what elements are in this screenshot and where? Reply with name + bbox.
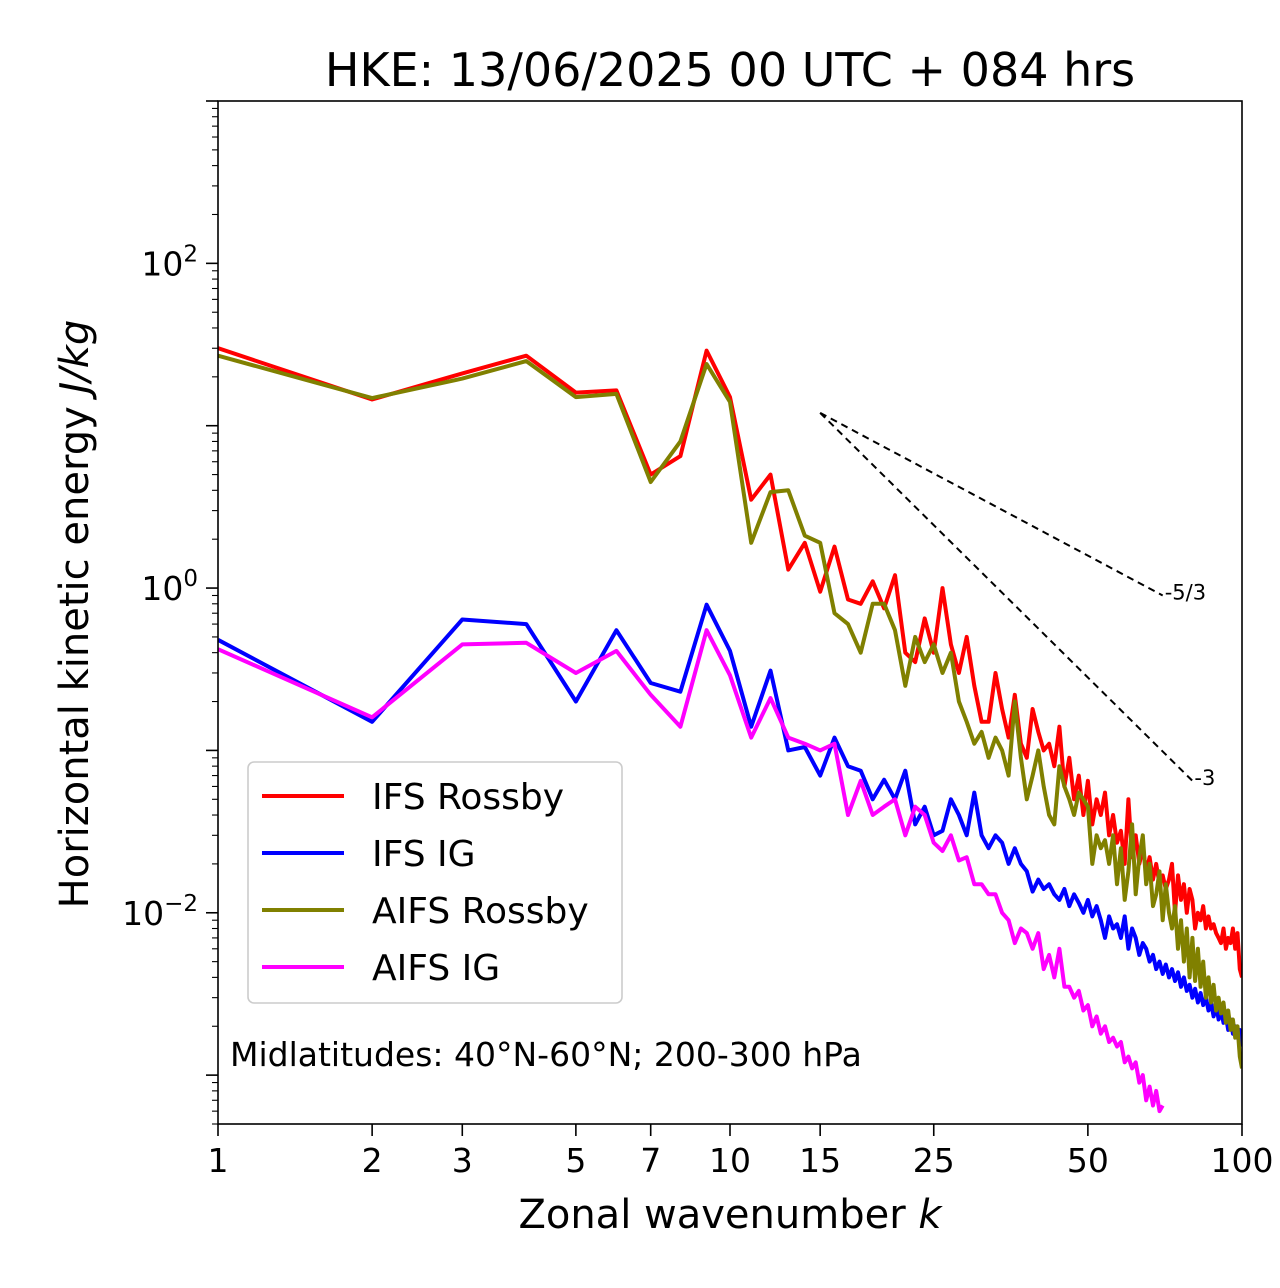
region-annotation: Midlatitudes: 40°N-60°N; 200-300 hPa: [230, 1035, 862, 1074]
slope-label: -3: [1194, 766, 1215, 790]
legend-label: AIFS Rossby: [372, 891, 589, 932]
x-tick-label: 3: [452, 1141, 473, 1180]
series-line-ifs-rossby: [218, 346, 1242, 978]
series-line-aifs-ig: [218, 628, 1165, 1114]
x-tick-label: 10: [709, 1141, 751, 1180]
x-axis-label: Zonal wavenumber k: [518, 1192, 943, 1238]
x-tick-label: 2: [362, 1141, 383, 1180]
legend-label: AIFS IG: [372, 948, 500, 989]
plot-frame: [217, 100, 1243, 1125]
chart-title: HKE: 13/06/2025 00 UTC + 084 hrs: [325, 43, 1135, 97]
axis-ticks: [206, 100, 1243, 1136]
x-tick-label: 1: [208, 1141, 229, 1180]
legend-label: IFS IG: [372, 834, 476, 875]
slope-line: [819, 411, 1164, 597]
series-line-ifs-ig: [218, 602, 1242, 1047]
slope-label: -5/3: [1165, 580, 1206, 604]
legend-label: IFS Rossby: [372, 777, 564, 818]
y-axis-label: Horizontal kinetic energy J/kg: [52, 320, 98, 909]
series-lines: [218, 346, 1242, 1114]
legend: IFS Rossby IFS IG AIFS Rossby AIFS IG: [247, 761, 623, 1004]
x-tick-label: 100: [1211, 1141, 1274, 1180]
x-tick-label: 50: [1067, 1141, 1109, 1180]
x-tick-label: 15: [799, 1141, 841, 1180]
y-tick-label: 10−2: [122, 891, 198, 933]
x-tick-label: 7: [640, 1141, 661, 1180]
legend-box: [247, 761, 623, 1004]
series-line-aifs-rossby: [218, 353, 1242, 1069]
slope-line: [819, 412, 1194, 782]
reference-slopes: -5/3 -3: [819, 411, 1215, 790]
y-tick-label: 100: [141, 566, 198, 608]
x-tick-label: 25: [913, 1141, 955, 1180]
y-tick-labels: 102 100 10−2: [122, 241, 198, 932]
x-tick-labels: 1 2 3 5 7 10 15 25 50 100: [208, 1141, 1274, 1180]
x-tick-label: 5: [565, 1141, 586, 1180]
y-tick-label: 102: [141, 241, 198, 283]
